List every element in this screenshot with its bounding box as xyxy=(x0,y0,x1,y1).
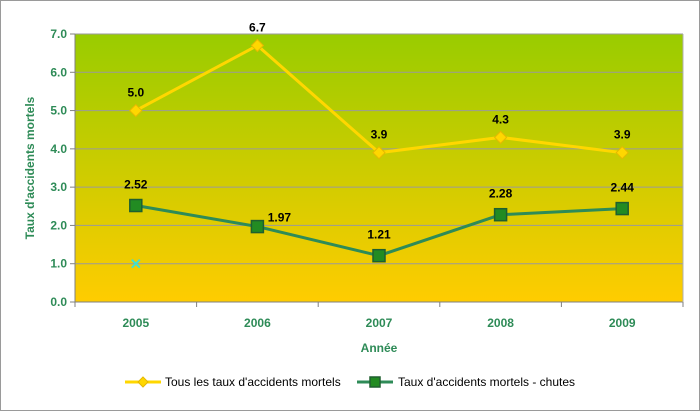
data-label: 2.44 xyxy=(611,181,635,195)
axes xyxy=(74,34,684,307)
y-tick-label: 6.0 xyxy=(50,65,67,79)
data-point xyxy=(129,103,143,118)
y-tick-labels: 0.0 1.0 2.0 3.0 4.0 5.0 6.0 7.0 xyxy=(50,27,67,309)
y-tick-label: 2.0 xyxy=(50,218,67,232)
data-point xyxy=(129,198,143,213)
y-tick-label: 5.0 xyxy=(50,104,67,118)
series-falls: 2.52 1.97 1.21 2.28 2.44 xyxy=(124,178,635,263)
data-point xyxy=(615,145,629,160)
annotation-layer xyxy=(131,259,141,269)
y-tick-label: 0.0 xyxy=(50,295,67,309)
y-tick-label: 3.0 xyxy=(50,180,67,194)
legend-label-all-rates: Tous les taux d'accidents mortels xyxy=(165,375,341,389)
x-tick-labels: 2005 2006 2007 2008 2009 xyxy=(122,316,635,330)
y-tick-label: 1.0 xyxy=(50,257,67,271)
x-tick-label: 2008 xyxy=(487,316,514,330)
y-tick-label: 4.0 xyxy=(50,142,67,156)
data-label: 3.9 xyxy=(371,128,388,142)
gridlines xyxy=(70,33,683,303)
data-point xyxy=(372,248,386,263)
data-label: 4.3 xyxy=(492,112,509,126)
x-tick-label: 2006 xyxy=(244,316,271,330)
series-layer: 5.0 6.7 3.9 4.3 3.9 2.52 1.97 1.21 2.28 2.44 xyxy=(124,20,635,263)
data-label: 1.21 xyxy=(367,228,391,242)
x-tick-label: 2005 xyxy=(122,316,149,330)
data-point xyxy=(493,207,508,222)
data-point xyxy=(250,38,265,53)
data-label: 2.52 xyxy=(124,178,148,192)
legend-marker-diamond xyxy=(137,376,149,388)
y-tick-label: 7.0 xyxy=(50,27,67,41)
data-label: 2.28 xyxy=(489,187,513,201)
legend-label-falls: Taux d'accidents mortels - chutes xyxy=(398,375,575,389)
data-label: 1.97 xyxy=(268,211,292,225)
x-tick-label: 2007 xyxy=(366,316,393,330)
data-point xyxy=(615,201,629,216)
x-tick-label: 2009 xyxy=(609,316,636,330)
legend-marker-square xyxy=(369,376,381,388)
x-axis-title: Année xyxy=(361,341,398,355)
x-marker xyxy=(131,259,141,269)
data-label: 3.9 xyxy=(614,128,631,142)
series-all-rates: 5.0 6.7 3.9 4.3 3.9 xyxy=(127,20,631,160)
legend-item-falls: Taux d'accidents mortels - chutes xyxy=(357,375,575,389)
data-label: 5.0 xyxy=(127,86,144,100)
y-axis-title: Taux d'accidents mortels xyxy=(23,96,37,239)
x-marker-stroke xyxy=(131,259,141,269)
data-label: 6.7 xyxy=(249,20,266,34)
data-point xyxy=(372,145,386,160)
data-point xyxy=(250,219,265,234)
legend: Tous les taux d'accidents mortels Taux d… xyxy=(125,375,575,389)
data-point xyxy=(493,130,508,145)
legend-item-all-rates: Tous les taux d'accidents mortels xyxy=(125,375,341,389)
